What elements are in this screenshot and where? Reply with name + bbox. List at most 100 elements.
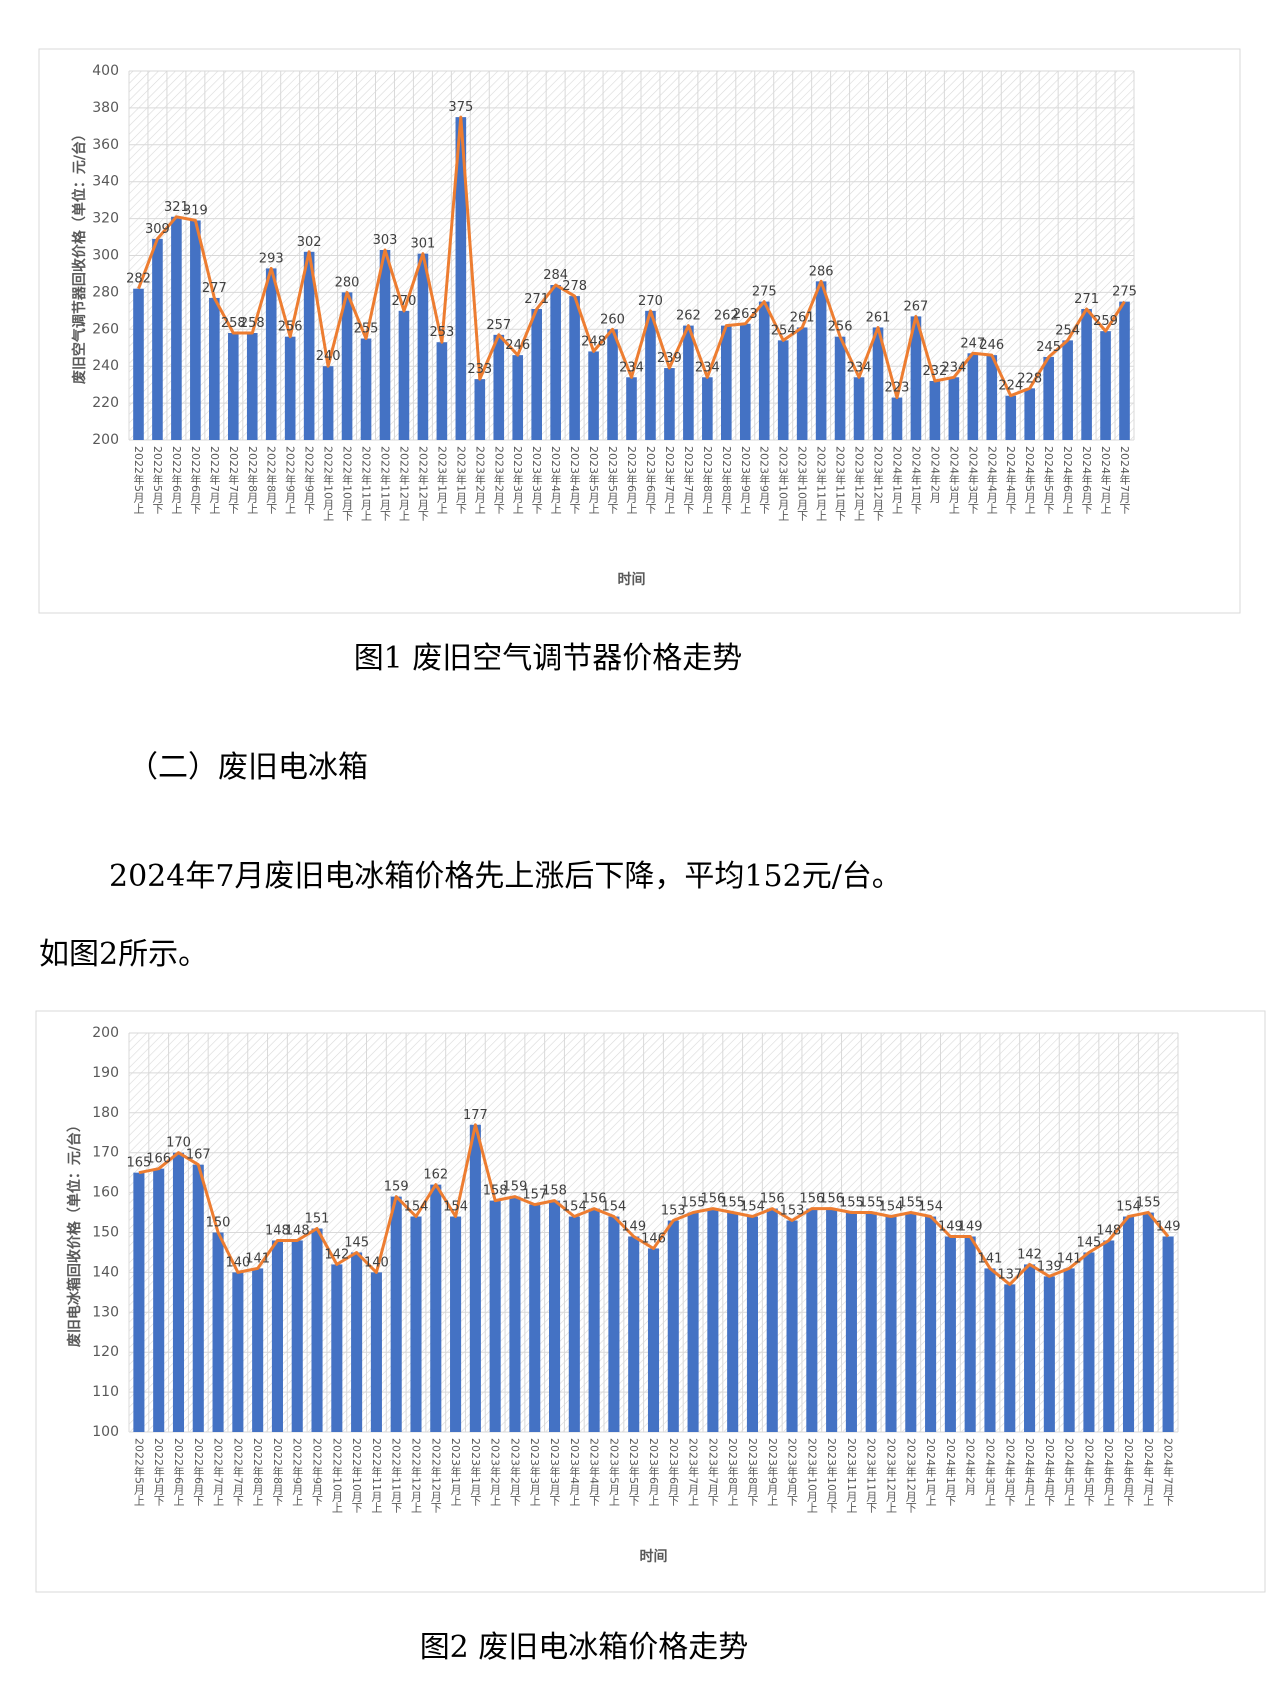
x-tick-label: 2022年10月上 <box>330 1438 343 1513</box>
x-tick-label: 2024年7月下 <box>1118 446 1131 515</box>
y-tick-label: 150 <box>92 1225 119 1241</box>
trend-line <box>137 115 1126 400</box>
bar <box>608 1216 620 1432</box>
data-label: 271 <box>1074 292 1099 307</box>
x-tick-label: 2022年7月上 <box>212 1438 225 1506</box>
y-tick-label: 400 <box>92 63 119 79</box>
x-tick-label: 2024年7月上 <box>1099 446 1112 514</box>
y-tick-label: 380 <box>92 100 119 116</box>
data-label: 263 <box>733 307 758 322</box>
x-tick-label: 2023年6月上 <box>647 1438 660 1506</box>
data-label: 146 <box>641 1231 666 1246</box>
bar <box>512 355 524 440</box>
bar <box>341 292 353 440</box>
bar <box>360 338 372 440</box>
bar <box>891 397 903 440</box>
bar <box>1103 1240 1115 1432</box>
bar <box>390 1196 402 1432</box>
trend-line <box>138 1123 1170 1286</box>
x-tick-label: 2022年10月下 <box>341 446 354 522</box>
x-tick-label: 2023年5月上 <box>587 446 600 514</box>
y-tick-label: 280 <box>92 284 119 300</box>
x-tick-label: 2023年9月下 <box>786 1438 799 1507</box>
data-label: 154 <box>918 1200 943 1215</box>
x-tick-label: 2023年6月下 <box>644 446 657 515</box>
bar <box>1162 1236 1174 1432</box>
bar <box>967 353 979 440</box>
bar <box>667 1220 679 1432</box>
x-tick-label: 2023年10月上 <box>777 446 790 521</box>
x-tick-label: 2023年7月下 <box>682 446 695 515</box>
x-tick-label: 2022年10月下 <box>350 1438 363 1514</box>
data-label: 270 <box>638 294 663 309</box>
x-tick-label: 2023年2月下 <box>492 446 505 515</box>
data-label: 148 <box>1096 1223 1121 1238</box>
data-label: 150 <box>206 1216 231 1231</box>
data-label: 240 <box>316 349 341 364</box>
bar <box>509 1196 521 1432</box>
bar <box>133 1172 145 1432</box>
bar <box>450 1216 462 1432</box>
bar <box>1083 1252 1095 1432</box>
data-label: 153 <box>780 1204 805 1219</box>
data-label: 246 <box>505 338 530 353</box>
bar <box>853 377 865 440</box>
bar <box>265 268 277 440</box>
y-tick-label: 110 <box>92 1384 119 1400</box>
bar <box>1043 1276 1055 1432</box>
data-label: 166 <box>146 1152 171 1167</box>
x-tick-label: 2023年1月下 <box>454 446 467 515</box>
bar <box>796 327 808 440</box>
bar <box>786 1220 798 1432</box>
x-tick-label: 2023年2月下 <box>508 1438 521 1507</box>
bar <box>964 1236 976 1432</box>
paragraph: 2024年7月废旧电冰箱价格先上涨后下降，平均152元/台。 <box>109 859 902 894</box>
bar <box>1024 388 1036 440</box>
data-label: 262 <box>676 309 701 324</box>
bar <box>1062 340 1073 440</box>
x-tick-label: 2022年7月下 <box>227 446 240 515</box>
bar <box>227 332 239 440</box>
bar <box>664 368 675 440</box>
data-label: 253 <box>429 325 454 340</box>
x-tick-label: 2022年12月上 <box>409 1438 422 1513</box>
bar <box>569 296 580 440</box>
data-label: 140 <box>225 1255 250 1270</box>
bar <box>398 310 410 440</box>
x-tick-label: 2023年11月上 <box>815 446 828 521</box>
data-label: 155 <box>859 1196 884 1211</box>
data-label: 321 <box>164 200 189 215</box>
bar <box>702 377 713 440</box>
data-label: 142 <box>324 1247 349 1262</box>
bar <box>430 1184 442 1432</box>
x-tick-label: 2024年4月上 <box>985 446 998 514</box>
data-label: 170 <box>166 1136 191 1151</box>
data-label: 155 <box>1136 1196 1161 1211</box>
bar <box>1043 356 1054 440</box>
data-label: 247 <box>960 336 985 351</box>
bar <box>469 1124 481 1432</box>
bar <box>303 251 315 440</box>
data-label: 234 <box>847 360 872 375</box>
data-label: 154 <box>404 1200 429 1215</box>
bar <box>626 377 637 440</box>
data-label: 239 <box>657 351 682 366</box>
paragraph: 如图2所示。 <box>39 937 208 972</box>
x-tick-label: 2022年12月下 <box>416 446 429 522</box>
y-tick-label: 340 <box>92 174 119 190</box>
y-tick-label: 200 <box>92 1025 119 1041</box>
bar <box>885 1216 897 1432</box>
bar <box>1100 331 1111 440</box>
bar <box>721 325 732 440</box>
data-label: 141 <box>245 1251 270 1266</box>
x-tick-label: 2023年6月上 <box>625 446 638 514</box>
x-tick-label: 2024年1月下 <box>909 446 922 515</box>
data-label: 158 <box>483 1184 508 1199</box>
x-tick-label: 2024年2月 <box>964 1438 977 1495</box>
x-tick-label: 2024年3月上 <box>983 1438 996 1506</box>
x-tick-label: 2022年11月上 <box>370 1438 383 1513</box>
x-tick-label: 2023年10月上 <box>805 1438 818 1513</box>
x-tick-label: 2022年6月下 <box>192 1438 205 1507</box>
data-label: 159 <box>503 1180 528 1195</box>
bar <box>707 1208 719 1432</box>
